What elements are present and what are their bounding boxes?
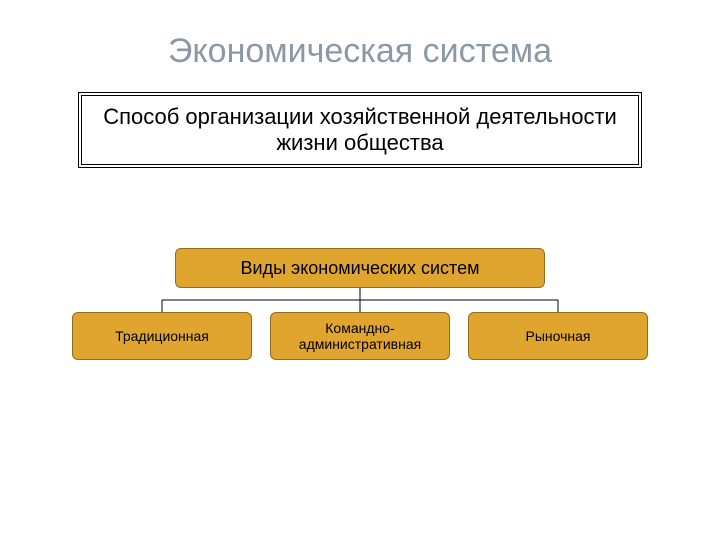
diagram-child-2-label: Рыночная (525, 328, 590, 344)
slide-title-text: Экономическая система (168, 32, 552, 70)
diagram-parent-label: Виды экономических систем (241, 258, 480, 279)
definition-box: Способ организации хозяйственной деятель… (78, 92, 642, 168)
diagram-child-1: Командно-административная (270, 312, 450, 360)
diagram-parent-node: Виды экономических систем (175, 248, 545, 288)
diagram-child-0: Традиционная (72, 312, 252, 360)
slide-title: Экономическая система (0, 32, 720, 71)
definition-text: Способ организации хозяйственной деятель… (102, 104, 618, 156)
diagram-child-1-label: Командно-административная (271, 320, 449, 352)
diagram-child-0-label: Традиционная (115, 328, 209, 344)
diagram-container: Виды экономических систем Традиционная К… (0, 248, 720, 408)
diagram-child-2: Рыночная (468, 312, 648, 360)
